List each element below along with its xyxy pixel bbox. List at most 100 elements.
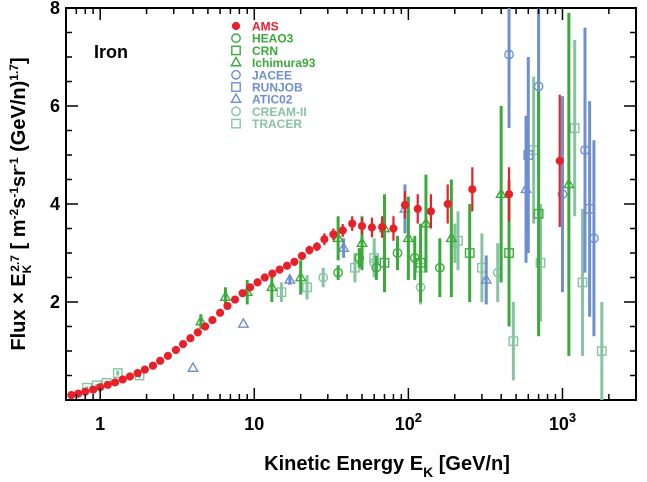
data-point xyxy=(495,187,508,199)
data-point xyxy=(504,49,514,60)
y-tick-label: 6 xyxy=(50,96,60,116)
data-point xyxy=(283,273,296,284)
legend-label: CREAM-II xyxy=(252,105,307,119)
data-point xyxy=(230,55,242,67)
data-point xyxy=(379,257,390,268)
legend-label: HEAO3 xyxy=(252,32,294,46)
data-layer xyxy=(67,8,607,400)
data-point xyxy=(238,289,247,298)
data-point xyxy=(305,245,314,255)
legend-item: JACEE xyxy=(231,68,292,82)
legend-item: CRN xyxy=(231,44,278,58)
legend-item: RUNJOB xyxy=(231,81,303,95)
legend-label: RUNJOB xyxy=(252,81,303,95)
data-point xyxy=(187,361,199,372)
data-point xyxy=(276,287,287,298)
data-point xyxy=(337,241,350,252)
data-point xyxy=(194,314,207,326)
data-point xyxy=(402,231,415,243)
x-tick-label: 1 xyxy=(95,414,105,434)
data-point xyxy=(125,372,135,381)
data-point xyxy=(290,257,299,266)
data-point xyxy=(163,351,172,360)
legend-item: ATIC02 xyxy=(230,92,293,107)
axis-ticks: 1 10 102 103 2 4 6 8 xyxy=(50,0,637,434)
data-point xyxy=(230,92,242,104)
data-point xyxy=(312,242,322,251)
data-point xyxy=(140,365,149,374)
data-point xyxy=(569,123,580,133)
legend-item: AMS xyxy=(231,20,279,34)
legend-label: JACEE xyxy=(252,68,292,82)
data-point xyxy=(580,145,590,156)
data-point xyxy=(533,81,544,92)
x-axis-title: Kinetic Energy EK [GeV/n] xyxy=(264,453,510,480)
x-tick-label: 102 xyxy=(395,410,422,434)
y-tick-label: 4 xyxy=(50,194,60,214)
data-point xyxy=(178,340,188,349)
data-point xyxy=(464,248,475,258)
series-ams xyxy=(67,94,564,400)
data-point xyxy=(377,222,387,232)
data-point xyxy=(231,106,241,117)
data-point xyxy=(504,248,514,258)
data-point xyxy=(533,208,544,219)
data-point xyxy=(268,269,277,278)
data-point xyxy=(356,236,368,248)
data-point xyxy=(557,189,568,200)
data-point xyxy=(67,391,76,400)
data-point xyxy=(294,270,307,282)
series-heao3 xyxy=(333,235,445,298)
data-point xyxy=(577,277,588,288)
data-point xyxy=(246,283,255,292)
data-point xyxy=(535,257,546,268)
data-point xyxy=(89,385,98,394)
y-tick-label: 8 xyxy=(50,0,60,18)
legend-item: Ichimura93 xyxy=(230,55,316,70)
data-point xyxy=(389,224,398,233)
data-point xyxy=(443,199,452,209)
data-point xyxy=(118,375,127,384)
data-point xyxy=(415,257,426,268)
data-point xyxy=(320,235,329,244)
data-point xyxy=(231,82,241,92)
data-point xyxy=(230,295,240,304)
data-point xyxy=(148,361,158,370)
data-point xyxy=(420,216,432,228)
panel-label: Iron xyxy=(94,42,128,62)
legend: AMSHEAO3CRNIchimura93JACEERUNJOBATIC02CR… xyxy=(230,20,316,131)
data-point xyxy=(171,345,181,355)
data-point xyxy=(367,223,377,232)
data-point xyxy=(434,262,445,273)
data-point xyxy=(237,317,250,328)
data-point xyxy=(186,334,195,343)
data-point xyxy=(369,257,380,268)
data-point xyxy=(201,322,210,331)
data-point xyxy=(253,278,262,287)
data-point xyxy=(357,221,367,231)
legend-item: TRACER xyxy=(231,117,302,131)
data-point xyxy=(231,45,241,56)
data-point xyxy=(265,280,278,292)
legend-label: Ichimura93 xyxy=(252,56,316,70)
data-point xyxy=(193,328,202,337)
y-tick-label: 2 xyxy=(50,292,60,312)
data-point xyxy=(562,177,575,189)
data-point xyxy=(297,251,307,261)
data-point xyxy=(282,261,292,270)
data-point xyxy=(468,185,477,194)
data-point xyxy=(371,262,382,273)
data-point xyxy=(504,190,514,199)
legend-label: ATIC02 xyxy=(252,93,293,107)
data-point xyxy=(426,207,435,216)
plot-area xyxy=(65,7,637,401)
data-point xyxy=(392,248,403,258)
data-point xyxy=(103,380,112,389)
data-point xyxy=(523,150,534,160)
data-point xyxy=(555,156,564,165)
data-point xyxy=(219,290,232,301)
data-point xyxy=(112,368,123,378)
data-point xyxy=(275,265,284,274)
x-tick-label: 10 xyxy=(244,414,264,434)
